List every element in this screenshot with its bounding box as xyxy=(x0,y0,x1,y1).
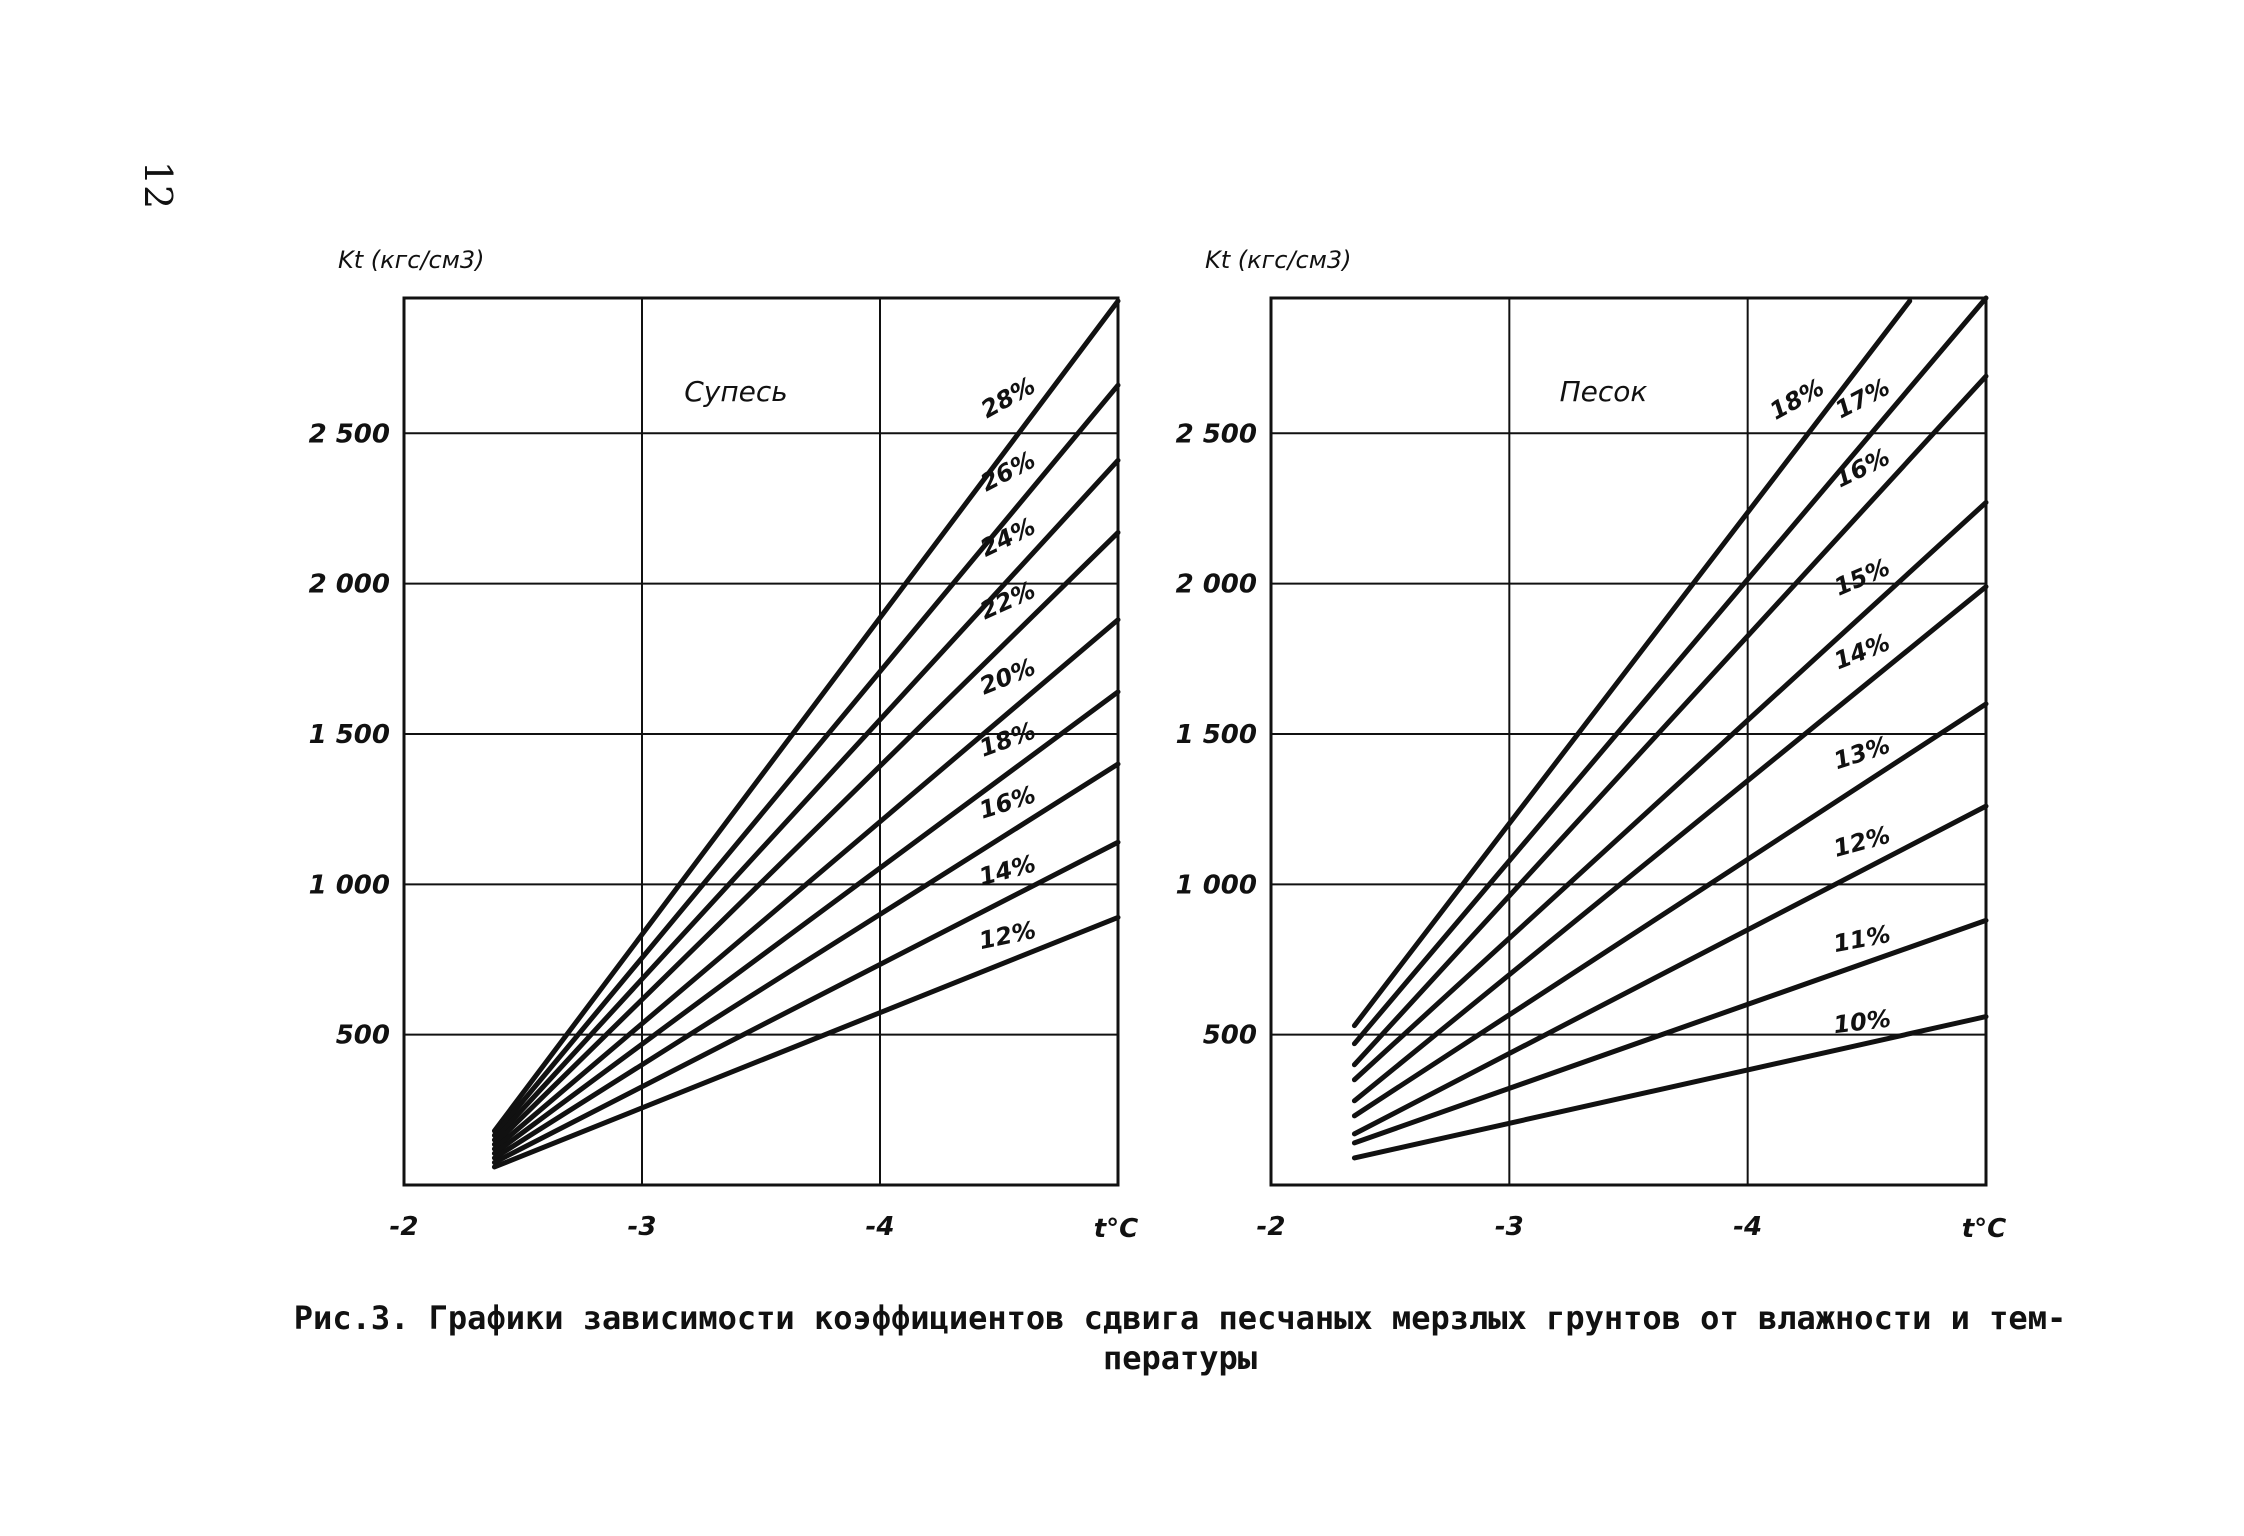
chart-1-series-line-5 xyxy=(491,617,1121,1152)
chart-1-series-line-3 xyxy=(491,457,1121,1143)
chart-2-plot-frame xyxy=(1269,296,1988,1187)
chart-2-series-line-3 xyxy=(1351,373,1989,1068)
chart-1-series-line-7 xyxy=(491,761,1121,1161)
chart-1-plot-frame xyxy=(402,296,1120,1187)
chart-2-y-tick-label-2: 1 000 xyxy=(1176,870,1257,900)
chart-1-x-tick-label-1: -2 xyxy=(390,1212,419,1242)
chart-1-y-tick-label-5: 2 500 xyxy=(309,419,390,449)
chart-1-series-label-9: 12% xyxy=(976,916,1038,955)
chart-1-panel-title: Супесь xyxy=(684,375,788,408)
chart-1-x-axis-title: t°C xyxy=(1094,1214,1139,1244)
chart-2-x-tick-label-1: -2 xyxy=(1257,1212,1286,1242)
chart-2-series-line-4 xyxy=(1351,499,1989,1083)
chart-2-y-tick-label-1: 500 xyxy=(1203,1021,1257,1051)
caption-line-2: пературы xyxy=(1102,1339,1258,1377)
chart-2-series-line-7 xyxy=(1351,803,1989,1137)
chart-2-x-axis-title: t°C xyxy=(1962,1214,2007,1244)
chart-1-series-line-9 xyxy=(491,914,1121,1170)
chart-2-series-line-9 xyxy=(1351,1014,1989,1161)
chart-1-series-line-8 xyxy=(491,839,1121,1165)
chart-2-x-tick-label-3: -4 xyxy=(1733,1212,1762,1242)
chart-1-y-tick-label-4: 2 000 xyxy=(309,570,390,600)
chart-2-series-line-2 xyxy=(1351,295,1989,1047)
chart-2-y-tick-label-5: 2 500 xyxy=(1176,419,1257,449)
caption-line-1: Рис.3. Графики зависимости коэффициентов… xyxy=(293,1299,2067,1337)
chart-1-y-tick-label-2: 1 000 xyxy=(309,870,390,900)
chart-1-y-tick-label-3: 1 500 xyxy=(309,720,390,750)
chart-2-y-axis-title: Kt (кгс/см3) xyxy=(1205,246,1351,274)
chart-1-series-line-6 xyxy=(491,689,1121,1156)
chart-2-series-label-8: 11% xyxy=(1831,920,1893,958)
chart-1-series-line-2 xyxy=(491,382,1121,1138)
chart-2-series-line-5 xyxy=(1351,584,1989,1104)
chart-2-series-line-6 xyxy=(1351,701,1989,1119)
chart-2-y-tick-label-3: 1 500 xyxy=(1176,720,1257,750)
chart-1-y-axis-title: Kt (кгс/см3) xyxy=(338,246,484,274)
chart-2-series-line-8 xyxy=(1351,917,1989,1146)
chart-2-x-tick-label-2: -3 xyxy=(1495,1212,1524,1242)
chart-2-panel-title: Песок xyxy=(1560,375,1648,408)
chart-2-series-line-1 xyxy=(1351,298,1913,1029)
chart-2-y-tick-label-4: 2 000 xyxy=(1176,570,1257,600)
chart-1-x-tick-label-2: -3 xyxy=(628,1212,657,1242)
figure-caption: Рис.3. Графики зависимости коэффициентов… xyxy=(200,1298,2160,1378)
chart-2-series-label-9: 10% xyxy=(1832,1005,1892,1040)
chart-1-series-line-4 xyxy=(491,530,1121,1147)
chart-1-y-tick-label-1: 500 xyxy=(336,1021,390,1051)
chart-1-x-tick-label-3: -4 xyxy=(866,1212,895,1242)
chart-1-series-line-1 xyxy=(491,298,1121,1134)
